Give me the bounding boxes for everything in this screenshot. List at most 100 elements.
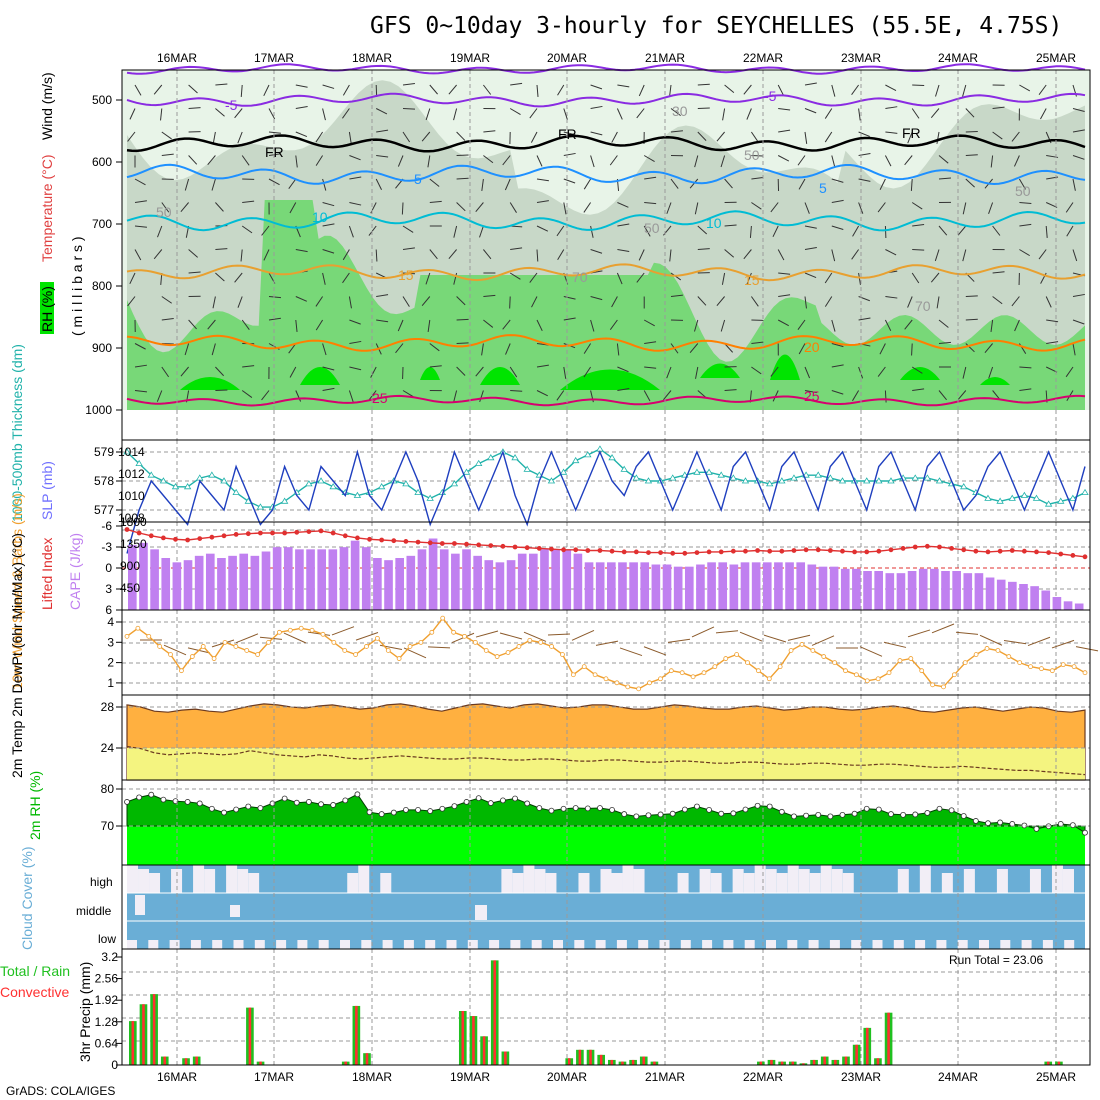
rh-marker — [148, 791, 155, 798]
precip-conv-bar — [866, 1027, 869, 1065]
wind-barb — [638, 84, 645, 97]
wind-barb — [746, 108, 752, 120]
rh-70-region — [127, 200, 1085, 410]
rh-marker — [196, 800, 203, 807]
rh-marker — [293, 799, 300, 806]
wind-speed-line-marker — [353, 652, 359, 657]
wind-barb — [530, 131, 538, 143]
thickness-line-marker — [559, 468, 568, 475]
rh-label-b: 50 — [744, 147, 760, 163]
wind-speed-line-marker — [462, 633, 467, 639]
wind-barb — [215, 83, 228, 86]
rh-marker — [475, 795, 482, 802]
wind-barb — [1065, 366, 1074, 378]
temperature-contour — [126, 163, 1086, 186]
cloud-high-clear — [204, 869, 216, 893]
wind-barb — [322, 84, 335, 89]
wind-barb — [1019, 249, 1030, 257]
wind-barb — [962, 202, 967, 215]
cape-bar — [261, 551, 271, 610]
wind-barb — [536, 155, 543, 167]
wind-barb — [590, 225, 594, 238]
wind-barb — [912, 84, 925, 87]
temperature-contour — [126, 334, 1086, 352]
rh-marker — [609, 807, 615, 813]
panel8-ticks: 3.2 2.56 1.92 1.28 0.64 0 — [95, 950, 122, 1072]
wind-barb — [348, 225, 354, 238]
li-line-marker — [997, 548, 1003, 554]
wind-barb — [161, 153, 174, 156]
wind-barb — [240, 249, 243, 262]
wind-barb — [1045, 296, 1052, 308]
thickness-line-marker — [571, 456, 580, 464]
wind-barb — [798, 178, 806, 190]
thickness-line-marker — [1057, 497, 1065, 504]
wind-barb — [453, 108, 458, 121]
thickness-axis-label: 1000-500mb Thickness (dm) — [9, 344, 25, 522]
wind-barb — [215, 248, 228, 250]
wind-barb — [884, 319, 892, 331]
wind-barb — [962, 366, 967, 379]
wind-barb — [724, 84, 735, 93]
wind-speed-line-marker — [930, 682, 935, 688]
rh-marker — [305, 799, 312, 805]
cape-bar — [506, 560, 516, 610]
thickness-line-marker — [450, 480, 459, 487]
wind-barb — [479, 225, 484, 238]
date-label-top: 24MAR — [938, 51, 978, 65]
wind-speed-line-marker — [451, 629, 456, 635]
wind-barb — [957, 225, 967, 236]
cloud-high-clear — [622, 865, 634, 893]
li-line-marker — [670, 550, 676, 556]
wind-barb — [962, 84, 967, 97]
cape-tick: 1800 — [120, 515, 147, 529]
axis-tick-label: -3 — [101, 540, 112, 554]
wind-panel: 4 3 2 1 10m Wind Speed & Barbs (m/s) — [9, 493, 1099, 696]
wind-speed-line-marker — [810, 648, 816, 653]
bottom-date-axis: 16MAR 17MAR 18MAR 19MAR 20MAR 21MAR 22MAR 23MAR… — [157, 1070, 1076, 1084]
cape-bar — [840, 568, 850, 610]
cape-tick: 450 — [120, 581, 140, 595]
wind-barb — [616, 343, 620, 356]
temperature-contour — [126, 210, 1086, 232]
wind-barb — [831, 343, 844, 348]
thickness-line-marker — [608, 454, 616, 461]
precip-conv-bar — [653, 1061, 656, 1065]
cloud-high-clear — [1029, 869, 1041, 893]
temp2m-axis-label: 2m Temp 2m DewPt (6hr Min/Max) (°C) — [9, 533, 25, 778]
cloud-low-clear — [425, 940, 436, 949]
cloud-high-clear — [677, 873, 689, 893]
rh-marker — [851, 810, 858, 817]
wind-speed-line-marker — [745, 660, 750, 665]
surface-barb — [547, 633, 571, 636]
wind-barb — [242, 200, 255, 203]
rh-marker — [160, 796, 167, 803]
wind-speed-line-marker — [255, 652, 261, 657]
wind-barb — [349, 176, 362, 180]
wind-barb — [751, 155, 764, 157]
wind-barb — [184, 178, 190, 191]
slp-axis-label: SLP (mb) — [39, 461, 55, 520]
cape-bar — [595, 562, 605, 610]
wind-barb — [772, 225, 779, 238]
wind-speed-line-marker — [179, 668, 184, 674]
li-line-marker — [827, 548, 833, 553]
rh-marker — [681, 806, 688, 813]
wind-speed-line-marker — [549, 644, 554, 649]
wind-barb — [556, 225, 565, 237]
date-label-top: 25MAR — [1036, 51, 1076, 65]
cape-bar — [740, 562, 750, 610]
cape-bar — [930, 568, 939, 610]
wind-barb — [670, 178, 679, 189]
wind-barb — [746, 272, 752, 285]
rh-marker — [584, 805, 591, 812]
precip-conv-bar — [355, 1005, 358, 1065]
wind-barb — [858, 202, 864, 214]
li-line-marker — [949, 546, 955, 551]
rh-marker — [791, 813, 797, 820]
cape-bar — [618, 562, 627, 610]
wind-barb — [590, 155, 595, 168]
wind-barb — [268, 178, 280, 186]
wind-barb — [911, 272, 920, 284]
wind-speed-line-marker — [592, 672, 598, 678]
